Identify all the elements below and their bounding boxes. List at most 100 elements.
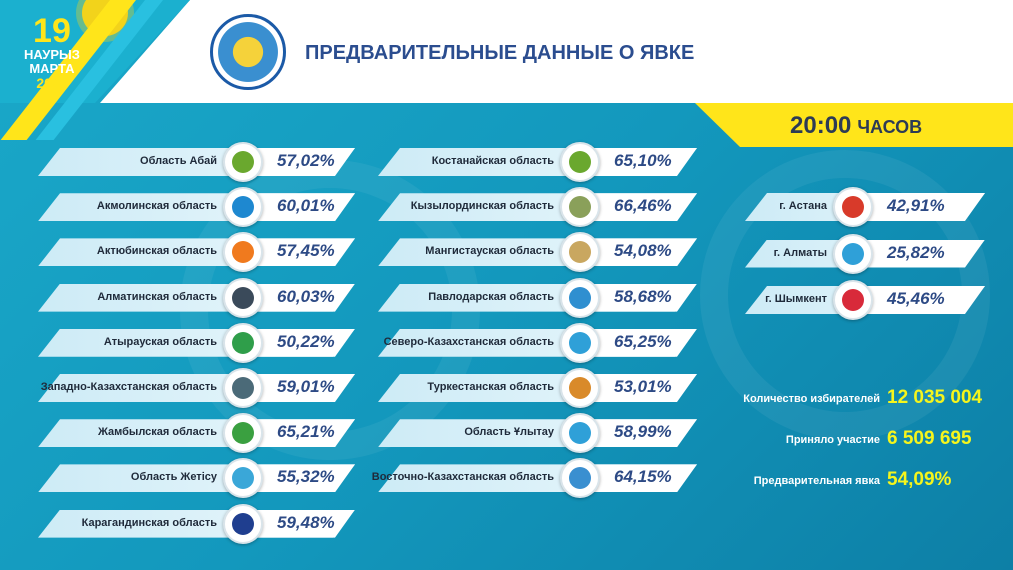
region-emblem-icon xyxy=(223,458,263,499)
date-year: 2023 xyxy=(36,75,68,91)
turnout-value: 66,46% xyxy=(614,196,672,216)
region-row: Область Абай 57,02% xyxy=(38,142,355,182)
region-name: Павлодарская область xyxy=(428,290,554,303)
region-row: Жамбылская область 65,21% xyxy=(38,413,355,454)
region-name: г. Шымкент xyxy=(765,293,827,305)
region-emblem-icon xyxy=(223,232,263,273)
region-emblem-icon xyxy=(223,187,263,228)
region-row: Кызылординская область 66,46% xyxy=(378,187,697,228)
region-name: Алматинская область xyxy=(97,290,217,303)
value-band xyxy=(594,464,697,492)
value-band xyxy=(594,238,697,266)
region-name: Акмолинская область xyxy=(96,200,217,213)
turnout-value: 59,01% xyxy=(277,377,335,396)
turnout-value: 45,46% xyxy=(887,289,945,308)
region-emblem-icon xyxy=(560,458,600,499)
region-row: г. Астана 42,91% xyxy=(745,187,985,227)
region-emblem-icon xyxy=(560,142,600,182)
stat-label: Приняло участие xyxy=(785,434,880,446)
region-row: Алматинская область 60,03% xyxy=(38,277,355,318)
region-emblem-icon xyxy=(223,322,263,363)
value-band xyxy=(594,148,697,176)
region-emblem-icon xyxy=(560,368,600,408)
time-unit: ЧАСОВ xyxy=(857,117,923,137)
value-band xyxy=(867,193,985,221)
turnout-value: 53,01% xyxy=(614,377,672,396)
turnout-value: 55,32% xyxy=(277,467,335,487)
region-name: Актюбинская область xyxy=(96,245,217,258)
region-emblem-icon xyxy=(833,280,873,320)
turnout-value: 60,01% xyxy=(277,196,335,216)
turnout-value: 50,22% xyxy=(277,331,335,351)
turnout-value: 64,15% xyxy=(614,467,672,487)
region-name: Костанайская область xyxy=(431,155,554,167)
region-emblem-icon xyxy=(560,277,600,318)
region-emblem-icon xyxy=(560,187,600,228)
value-band xyxy=(594,193,697,221)
value-band xyxy=(594,419,697,447)
date-day: 19 xyxy=(33,12,71,50)
region-name: Карагандинская область xyxy=(81,516,217,529)
turnout-value: 57,45% xyxy=(277,241,335,261)
region-row: Область Ұлытау 58,99% xyxy=(378,413,697,454)
region-emblem-icon xyxy=(223,277,263,318)
election-date: 19 НАУРЫЗ МАРТА 2023 xyxy=(24,14,80,90)
region-emblem-icon xyxy=(560,413,600,454)
region-emblem-icon xyxy=(833,233,873,274)
turnout-value: 65,25% xyxy=(614,331,672,351)
turnout-value: 42,91% xyxy=(887,196,945,215)
region-name: г. Астана xyxy=(779,200,827,212)
turnout-value: 58,68% xyxy=(614,286,672,306)
region-name: Жамбылская область xyxy=(97,426,217,439)
summary-stat: Предварительная явка 54,09% xyxy=(0,469,952,495)
region-emblem-icon xyxy=(560,232,600,273)
value-band xyxy=(867,286,985,314)
turnout-value: 59,48% xyxy=(277,512,335,532)
region-row: Костанайская область 65,10% xyxy=(378,142,697,182)
region-row: Акмолинская область 60,01% xyxy=(38,187,355,228)
region-row: Восточно-Казахстанская область 64,15% xyxy=(372,458,697,499)
region-emblem-icon xyxy=(560,322,600,363)
value-band xyxy=(867,240,985,268)
region-name: Область Ұлытау xyxy=(464,426,554,439)
stat-label: Количество избирателей xyxy=(743,393,880,405)
region-row: г. Шымкент 45,46% xyxy=(745,280,985,320)
value-band xyxy=(594,329,697,357)
region-name: г. Алматы xyxy=(773,246,827,259)
value-band xyxy=(594,374,697,402)
turnout-value: 25,82% xyxy=(887,242,945,262)
region-name: Восточно-Казахстанская область xyxy=(371,471,554,484)
turnout-value: 54,08% xyxy=(614,241,672,261)
region-name: Область Жетісу xyxy=(130,471,217,484)
time-bar xyxy=(695,103,1013,147)
stat-value: 54,09% xyxy=(887,469,952,490)
region-row: Мангистауская область 54,08% xyxy=(378,232,697,273)
turnout-value: 65,10% xyxy=(614,151,672,170)
region-name: Туркестанская область xyxy=(427,381,554,393)
region-row: Западно-Казахстанская область 59,01% xyxy=(38,368,355,408)
region-name: Мангистауская область xyxy=(425,245,554,258)
region-name: Кызылординская область xyxy=(410,200,554,213)
region-emblem-icon xyxy=(223,368,263,408)
region-row: Северо-Казахстанская область 65,25% xyxy=(378,322,697,363)
time-value: 20:00 xyxy=(790,112,852,139)
region-emblem-icon xyxy=(833,187,873,227)
region-name: Атырауская область xyxy=(103,335,217,348)
region-row: Актюбинская область 57,45% xyxy=(38,232,355,273)
turnout-value: 57,02% xyxy=(277,151,335,170)
turnout-value: 65,21% xyxy=(277,422,335,442)
region-row: Область Жетісу 55,32% xyxy=(38,458,355,499)
region-row: Туркестанская область 53,01% xyxy=(378,368,697,408)
turnout-value: 60,03% xyxy=(277,286,335,306)
region-name: Северо-Казахстанская область xyxy=(383,335,554,348)
election-commission-emblem xyxy=(210,14,286,90)
page-title: ПРЕДВАРИТЕЛЬНЫЕ ДАННЫЕ О ЯВКЕ xyxy=(305,42,695,64)
summary-stat: Приняло участие 6 509 695 xyxy=(0,428,972,454)
stat-value: 6 509 695 xyxy=(887,428,972,449)
region-row: Карагандинская область 59,48% xyxy=(38,503,355,544)
region-row: Павлодарская область 58,68% xyxy=(378,277,697,318)
region-row: г. Алматы 25,82% xyxy=(745,233,985,274)
region-name: Западно-Казахстанская область xyxy=(40,381,217,393)
turnout-value: 58,99% xyxy=(614,422,672,442)
region-emblem-icon xyxy=(223,413,263,454)
